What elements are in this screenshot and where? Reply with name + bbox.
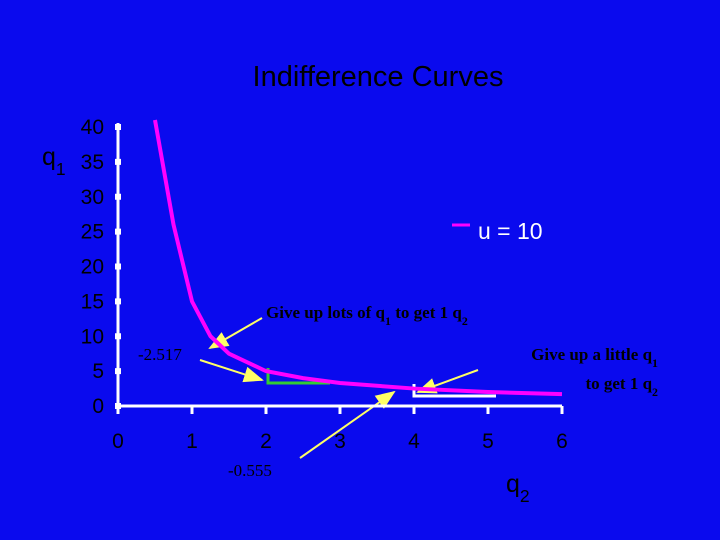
y-axis-label: q1 [42,143,66,179]
y-tick-label: 10 [81,325,104,348]
text-part: Give up lots of q [266,303,386,322]
y-tick-label: 30 [81,186,104,209]
text-part: Give up a little q [531,345,652,364]
x-tick-label: 4 [408,430,420,453]
y-tick-label: 5 [92,360,104,383]
text-part: -0.555 [228,461,272,480]
y-tick-label: 0 [92,395,104,418]
subscript: 1 [385,314,391,328]
subscript: 2 [652,385,658,399]
annotation: Give up lots of q1 to get 1 q2 [266,303,468,328]
annotation: Give up a little q1 [531,345,658,370]
x-tick-label: 0 [112,430,124,453]
y-tick [115,193,121,200]
y-tick [115,124,121,130]
y-tick [115,298,121,305]
subscript: 1 [652,356,658,370]
text-part: to get 1 q [585,374,652,393]
subscript: 2 [462,314,468,328]
annotation: to get 1 q2 [585,374,658,399]
curve [153,119,563,397]
x-tick-label: 3 [334,430,346,453]
text-part: to get 1 q [391,303,462,322]
x-tick-label: 2 [260,430,272,453]
arrow [299,390,396,459]
chart-title: Indifference Curves [253,61,504,93]
y-tick-label: 25 [81,221,104,244]
y-tick-label: 15 [81,290,104,313]
annotation: -2.517 [138,345,182,364]
x-axis-label: q2 [506,470,530,506]
y-tick-label: 20 [81,256,104,279]
y-tick-label: 40 [81,116,104,139]
y-tick [115,263,121,270]
x-tick-label: 1 [186,430,198,453]
y-tick [115,158,121,165]
subscript: 2 [520,486,530,506]
y-tick [115,228,121,235]
y-tick [115,333,121,340]
subscript: 1 [56,159,66,179]
legend-label: u = 10 [478,218,543,244]
y-tick-label: 35 [81,151,104,174]
text-part: q [42,143,56,171]
annotation: -0.555 [228,461,272,480]
arrow [199,359,264,383]
y-tick [115,368,121,375]
text-part: q [506,470,520,498]
text-part: -2.517 [138,345,182,364]
x-tick-label: 5 [482,430,494,453]
x-tick-label: 6 [556,430,568,453]
